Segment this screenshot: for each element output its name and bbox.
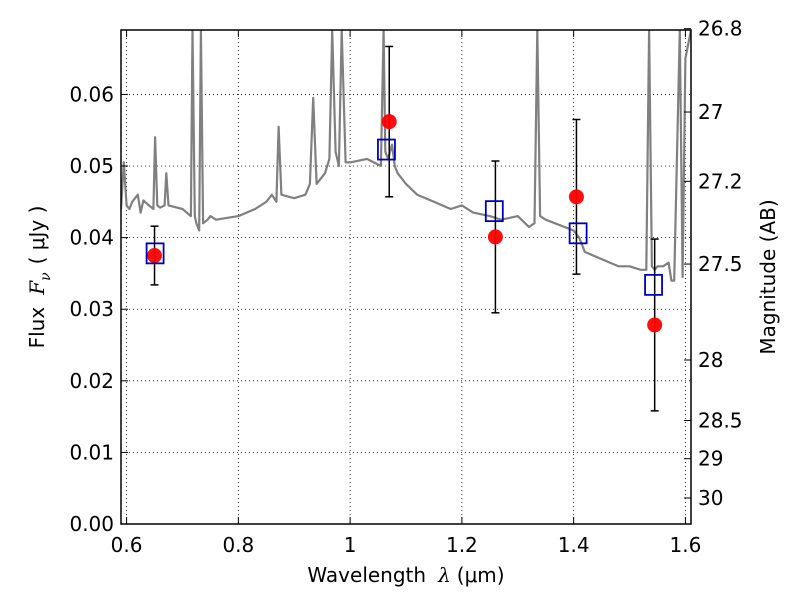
synthetic-points-layer — [145, 138, 663, 296]
synthetic-point — [644, 273, 663, 296]
magnitude-axis-ticks: 26.8 27 27.2 27.5 28 28.5 29 30 — [684, 17, 743, 510]
y-tick-label: 0.03 — [69, 297, 114, 321]
x-axis-ticks: 0.6 0.8 1 1.2 1.4 1.6 — [111, 30, 702, 557]
observed-points-layer — [147, 114, 663, 333]
plot-frame — [120, 29, 692, 525]
y-tick-label: 0.01 — [69, 440, 114, 464]
synthetic-point — [484, 200, 504, 223]
observed-point — [647, 317, 663, 333]
x-tick-label: 1 — [344, 533, 357, 557]
y-tick-label: 0.00 — [69, 512, 114, 536]
y-tick-label: 0.05 — [69, 154, 114, 178]
observed-point — [381, 114, 397, 130]
x-tick-label: 1.6 — [670, 533, 702, 557]
synthetic-point — [145, 242, 165, 265]
magnitude-tick-label: 26.8 — [698, 17, 743, 41]
x-tick-label: 0.6 — [111, 533, 143, 557]
y-tick-label: 0.04 — [69, 226, 114, 250]
x-tick-label: 1.2 — [446, 533, 478, 557]
magnitude-tick-label: 28 — [698, 348, 723, 372]
magnitude-tick-label: 28.5 — [698, 409, 743, 433]
magnitude-tick-label: 27.2 — [698, 169, 743, 193]
observed-point — [147, 248, 163, 264]
magnitude-tick-label: 29 — [698, 447, 723, 471]
observed-point — [487, 229, 503, 245]
errorbar-layer — [150, 45, 659, 412]
grid — [121, 30, 691, 525]
synthetic-point — [377, 138, 396, 161]
observed-point — [568, 189, 584, 205]
magnitude-axis-label: Magnitude (AB) — [756, 199, 780, 354]
y-axis-ticks: 0.00 0.01 0.02 0.03 0.04 0.05 0.06 — [69, 82, 128, 536]
y-tick-label: 0.06 — [69, 82, 114, 106]
magnitude-tick-label: 30 — [698, 486, 723, 510]
y-axis-label: FluxFν( μJy ) — [25, 206, 54, 349]
magnitude-tick-label: 27.5 — [698, 252, 743, 276]
synthetic-point — [568, 222, 588, 245]
x-tick-label: 0.8 — [222, 533, 254, 557]
model-spectrum-layer — [121, 30, 691, 282]
x-tick-label: 1.4 — [558, 533, 590, 557]
x-axis-label: Wavelength λ (μm) — [307, 563, 504, 587]
magnitude-tick-label: 27 — [698, 100, 723, 124]
model-spectrum-line — [121, 30, 691, 282]
y-tick-label: 0.02 — [69, 369, 114, 393]
